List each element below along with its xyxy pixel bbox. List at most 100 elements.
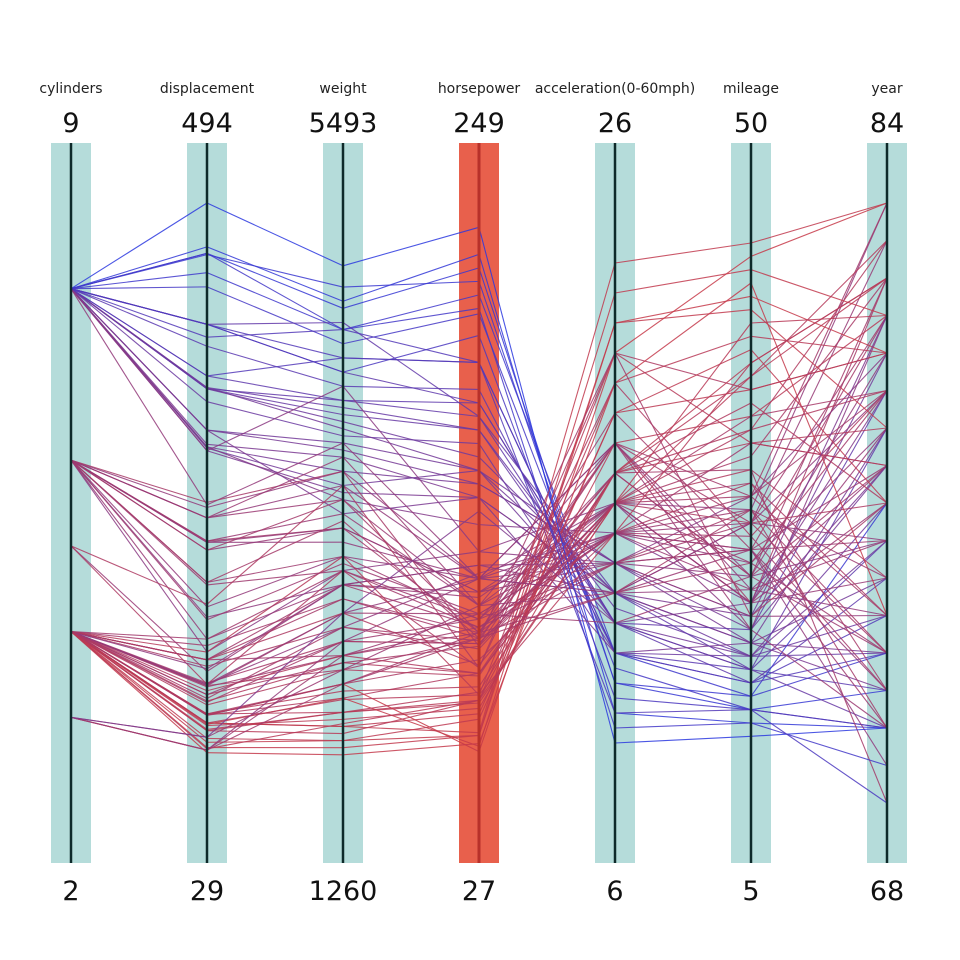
record-segment xyxy=(70,631,208,670)
record-segment xyxy=(342,637,480,685)
record-segment xyxy=(342,659,480,685)
record-segment xyxy=(206,357,344,377)
data-lines xyxy=(70,202,888,804)
record-segment xyxy=(70,545,208,685)
record-segment xyxy=(206,570,344,640)
record-segment xyxy=(342,707,480,720)
record-segment xyxy=(70,288,208,403)
record-segment xyxy=(206,388,344,416)
record-segment xyxy=(342,334,480,373)
record-segment xyxy=(750,277,888,364)
record-segment xyxy=(206,723,344,750)
axis-min-label-year: 68 xyxy=(870,876,904,907)
record-segment xyxy=(70,631,208,640)
record-segment xyxy=(206,612,344,687)
record-segment xyxy=(750,562,888,654)
record-line-97 xyxy=(70,502,888,666)
record-segment xyxy=(750,509,888,579)
record-segment xyxy=(614,349,752,414)
record-segment xyxy=(206,640,344,703)
record-segment xyxy=(614,607,752,657)
axis-lines xyxy=(69,143,889,863)
record-segment xyxy=(206,570,344,653)
record-segment xyxy=(206,470,344,503)
record-line-6 xyxy=(70,288,888,692)
axis-max-label-displacement: 494 xyxy=(181,108,233,139)
record-segment xyxy=(70,202,208,290)
record-segment xyxy=(342,497,480,515)
record-segment xyxy=(342,470,480,647)
record-segment xyxy=(750,277,888,377)
record-segment xyxy=(342,499,480,526)
record-segment xyxy=(70,545,208,605)
record-segment xyxy=(342,613,480,657)
axis-title-acceleration: acceleration(0-60mph) xyxy=(535,81,695,97)
record-segment xyxy=(478,472,616,639)
record-segment xyxy=(70,631,208,702)
record-segment xyxy=(614,562,752,631)
record-segment xyxy=(342,697,480,747)
record-line-59 xyxy=(70,202,888,647)
record-segment xyxy=(478,592,616,634)
record-line-84 xyxy=(70,277,888,724)
axis-title-mileage: mileage xyxy=(723,81,779,97)
record-segment xyxy=(342,699,480,725)
record-segment xyxy=(614,682,752,711)
record-segment xyxy=(614,592,752,617)
record-segment xyxy=(614,442,752,474)
record-segment xyxy=(478,382,616,744)
record-line-64 xyxy=(70,282,888,756)
record-segment xyxy=(478,382,616,701)
record-segment xyxy=(342,492,480,499)
record-segment xyxy=(206,584,344,661)
record-segment xyxy=(614,352,752,391)
record-segment xyxy=(614,322,752,504)
record-segment xyxy=(206,640,344,684)
record-segment xyxy=(750,349,888,504)
record-segment xyxy=(750,390,888,564)
record-segment xyxy=(614,495,752,534)
record-segment xyxy=(750,652,888,697)
record-segment xyxy=(614,429,752,504)
record-segment xyxy=(478,502,616,607)
record-segment xyxy=(614,652,752,657)
record-segment xyxy=(750,309,888,429)
record-segment xyxy=(206,429,344,515)
record-segment xyxy=(206,598,344,661)
record-segment xyxy=(750,652,888,657)
record-segment xyxy=(614,532,752,591)
record-segment xyxy=(750,495,888,616)
record-segment xyxy=(206,730,344,735)
record-segment xyxy=(206,323,344,373)
record-segment xyxy=(206,662,344,702)
record-segment xyxy=(70,716,208,738)
record-segment xyxy=(478,562,616,593)
record-segment xyxy=(750,402,888,504)
record-segment xyxy=(750,390,888,604)
record-segment xyxy=(478,442,616,634)
record-segment xyxy=(750,315,888,604)
axis-title-weight: weight xyxy=(319,81,367,97)
record-segment xyxy=(614,622,752,657)
record-segment xyxy=(342,683,480,753)
record-segment xyxy=(478,532,616,607)
record-segment xyxy=(750,722,888,729)
record-segment xyxy=(206,555,344,608)
record-segment xyxy=(750,389,888,431)
record-segment xyxy=(206,683,344,751)
record-segment xyxy=(70,272,208,290)
record-segment xyxy=(206,252,344,309)
record-segment xyxy=(342,686,480,692)
record-segment xyxy=(478,613,616,624)
record-segment xyxy=(206,386,344,430)
record-segment xyxy=(70,631,208,685)
record-segment xyxy=(614,712,752,724)
record-segment xyxy=(206,447,344,487)
record-segment xyxy=(478,502,616,553)
record-segment xyxy=(614,697,752,711)
record-segment xyxy=(206,499,344,519)
record-segment xyxy=(750,669,888,692)
record-segment xyxy=(614,255,752,354)
record-segment xyxy=(342,734,480,742)
